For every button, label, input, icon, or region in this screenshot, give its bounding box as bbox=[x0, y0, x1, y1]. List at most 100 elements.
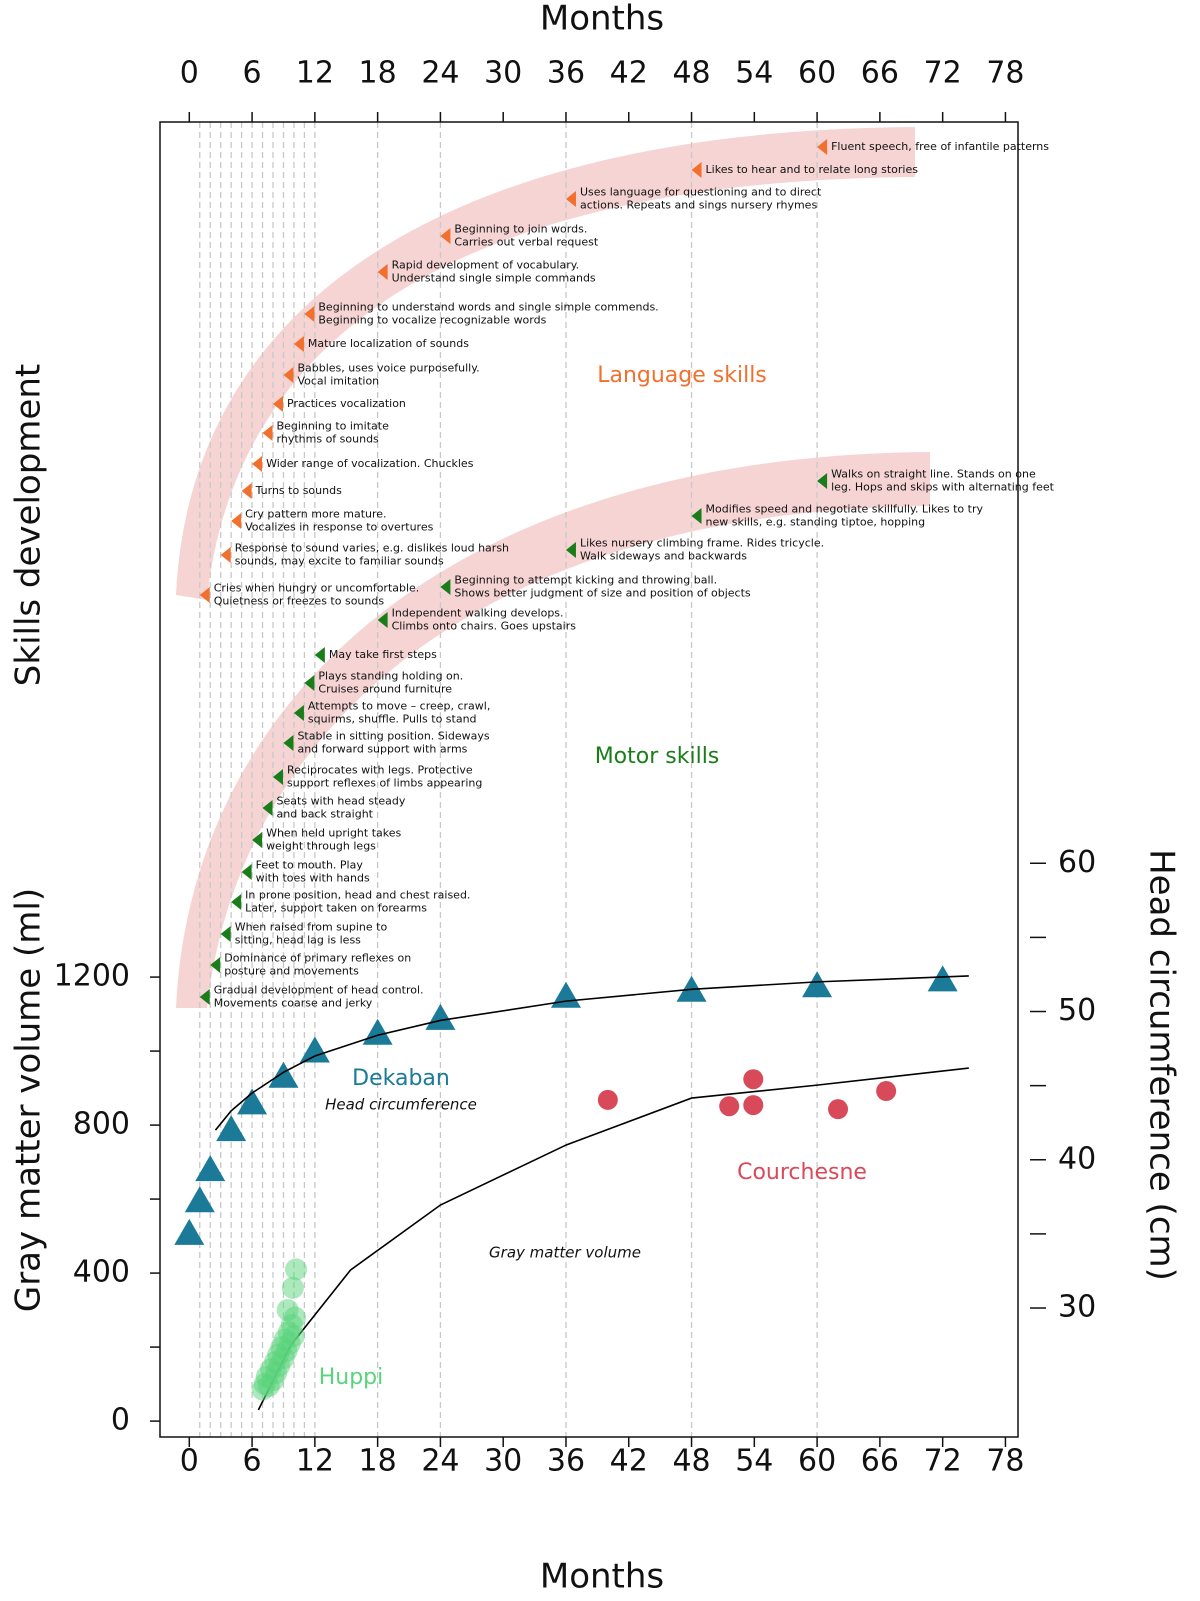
milestone-text: squirms, shuffle. Pulls to stand bbox=[308, 713, 477, 726]
y2-tick-label: 30 bbox=[1058, 1290, 1096, 1325]
milestone-marker bbox=[199, 989, 210, 1005]
y-tick-label: 800 bbox=[73, 1107, 130, 1142]
x-tick-label: 42 bbox=[610, 1444, 648, 1479]
triangle-marker bbox=[184, 1186, 215, 1213]
milestone-marker bbox=[377, 612, 388, 628]
milestone-marker bbox=[565, 191, 576, 207]
triangle-marker bbox=[802, 971, 833, 998]
milestone-marker bbox=[304, 306, 315, 322]
curve bbox=[257, 1067, 969, 1411]
triangle-marker bbox=[268, 1061, 299, 1088]
milestone-text: Wider range of vocalization. Chuckles bbox=[266, 457, 474, 470]
circle-marker bbox=[597, 1089, 618, 1110]
triangle-marker bbox=[299, 1036, 330, 1063]
circle-marker bbox=[743, 1069, 764, 1090]
milestone-text: Vocal imitation bbox=[297, 375, 379, 388]
milestone-text: new skills, e.g. standing tiptoe, hoppin… bbox=[706, 516, 926, 529]
x-tick-label-top: 18 bbox=[359, 56, 397, 91]
milestone-text: Mature localization of sounds bbox=[308, 337, 469, 350]
milestone-text: In prone position, head and chest raised… bbox=[245, 889, 470, 902]
milestone-marker bbox=[817, 473, 828, 489]
milestone-text: Beginning to imitate bbox=[277, 420, 390, 433]
milestone-text: Independent walking develops. bbox=[392, 607, 564, 620]
milestone-text: Beginning to join words. bbox=[454, 223, 587, 236]
x-tick-label: 6 bbox=[243, 1444, 262, 1479]
triangle-marker bbox=[195, 1155, 226, 1182]
language-band bbox=[176, 127, 915, 600]
milestone-marker bbox=[293, 705, 304, 721]
milestone-marker bbox=[565, 542, 576, 558]
milestone-text: Reciprocates with legs. Protective bbox=[287, 764, 473, 777]
milestone-text: Feet to mouth. Play bbox=[256, 859, 364, 872]
milestone-text: Stable in sitting position. Sideways bbox=[297, 730, 489, 743]
x-axis-title: Months bbox=[540, 1557, 664, 1597]
milestone-text: When held upright takes bbox=[266, 827, 401, 840]
milestone-marker bbox=[220, 926, 231, 942]
x-tick-label-top: 42 bbox=[610, 56, 648, 91]
milestone-marker bbox=[304, 675, 315, 691]
x-tick-label-top: 12 bbox=[296, 56, 334, 91]
milestone-text: and forward support with arms bbox=[297, 743, 467, 756]
milestone-text: actions. Repeats and sings nursery rhyme… bbox=[580, 199, 817, 212]
milestone-text: posture and movements bbox=[224, 965, 359, 978]
milestone-marker bbox=[440, 228, 451, 244]
milestone-text: Vocalizes in response to overtures bbox=[245, 521, 433, 534]
x-tick-label: 30 bbox=[484, 1444, 522, 1479]
milestone-text: When raised from supine to bbox=[235, 921, 388, 934]
x-tick-label: 78 bbox=[986, 1444, 1024, 1479]
milestone-text: May take first steps bbox=[329, 648, 437, 661]
milestone-text: Attempts to move – creep, crawl, bbox=[308, 700, 490, 713]
group-label: Language skills bbox=[597, 363, 767, 388]
x-tick-label: 0 bbox=[180, 1444, 199, 1479]
milestone-text: Gradual development of head control. bbox=[214, 984, 424, 997]
milestone-text: Carries out verbal request bbox=[454, 236, 598, 249]
circle-marker bbox=[743, 1095, 764, 1116]
milestone-text: Climbs onto chairs. Goes upstairs bbox=[392, 620, 577, 633]
milestone-marker bbox=[691, 508, 702, 524]
milestone-text: Likes to hear and to relate long stories bbox=[706, 163, 919, 176]
milestone-text: Plays standing holding on. bbox=[318, 670, 463, 683]
series-label: Courchesne bbox=[737, 1160, 867, 1185]
x-tick-label: 12 bbox=[296, 1444, 334, 1479]
x-tick-label: 54 bbox=[735, 1444, 773, 1479]
milestone-text: Cruises around furniture bbox=[318, 683, 452, 696]
x-tick-label-top: 30 bbox=[484, 56, 522, 91]
milestone-text: Modifies speed and negotiate skillfully.… bbox=[706, 503, 984, 516]
series-label: Gray matter volume bbox=[489, 1244, 641, 1262]
plot-frame bbox=[159, 121, 1019, 1438]
milestone-text: leg. Hops and skips with alternating fee… bbox=[831, 481, 1055, 494]
milestone-marker bbox=[273, 396, 284, 412]
milestone-text: support reflexes of limbs appearing bbox=[287, 777, 482, 790]
x-tick-label-top: 60 bbox=[798, 56, 836, 91]
milestone-text: Beginning to vocalize recognizable words bbox=[318, 314, 546, 327]
milestone-text: Beginning to understand words and single… bbox=[318, 301, 658, 314]
x-tick-label-top: 0 bbox=[180, 56, 199, 91]
milestone-text: Practices vocalization bbox=[287, 397, 406, 410]
milestone-marker bbox=[283, 367, 294, 383]
milestone-text: weight through legs bbox=[266, 840, 376, 853]
milestone-text: Response to sound varies, e.g. dislikes … bbox=[235, 542, 509, 555]
motor-band bbox=[176, 452, 930, 1008]
curve bbox=[214, 975, 969, 1131]
y-tick-label: 1200 bbox=[54, 959, 130, 994]
series-label: Head circumference bbox=[325, 1096, 477, 1114]
series-label: Huppi bbox=[319, 1365, 384, 1390]
milestone-text: Babbles, uses voice purposefully. bbox=[297, 362, 479, 375]
y2-tick-label: 50 bbox=[1058, 993, 1096, 1028]
milestone-marker bbox=[220, 547, 231, 563]
circle-marker bbox=[282, 1324, 305, 1347]
milestone-marker bbox=[241, 483, 252, 499]
milestone-marker bbox=[262, 425, 273, 441]
milestone-text: Dominance of primary reflexes on bbox=[224, 952, 411, 965]
milestone-text: Movements coarse and jerky bbox=[214, 997, 373, 1010]
milestone-marker bbox=[241, 864, 252, 880]
milestone-marker bbox=[210, 957, 221, 973]
triangle-marker bbox=[237, 1088, 268, 1115]
milestone-marker bbox=[273, 769, 284, 785]
circle-marker bbox=[281, 1276, 304, 1299]
milestone-text: Beginning to attempt kicking and throwin… bbox=[454, 574, 717, 587]
milestone-marker bbox=[199, 587, 210, 603]
y2-axis-title: Head circumference (cm) bbox=[1142, 849, 1182, 1281]
milestone-marker bbox=[440, 579, 451, 595]
